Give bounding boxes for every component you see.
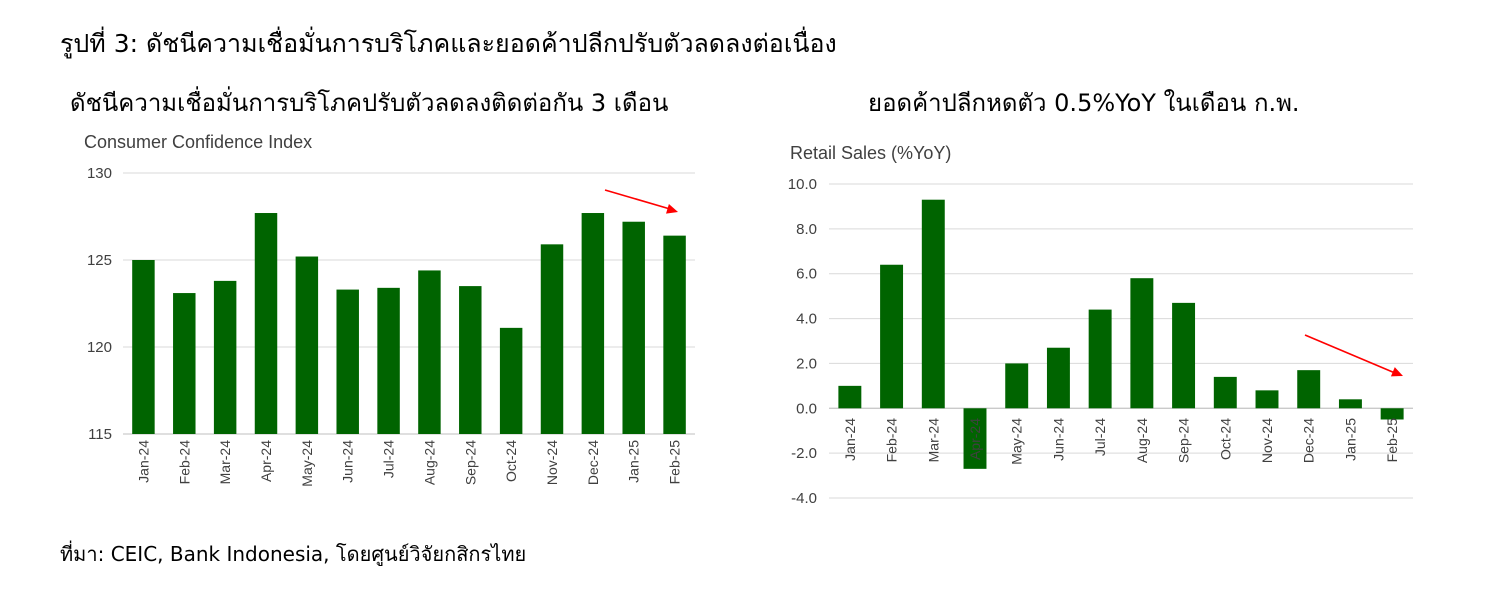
x-tick-label: Feb-25 xyxy=(667,440,683,485)
y-tick-label: 6.0 xyxy=(796,266,817,283)
y-tick-label: -2.0 xyxy=(791,445,817,462)
figure-title: รูปที่ 3: ดัชนีความเชื่อมั่นการบริโภคและ… xyxy=(60,29,837,58)
x-tick-label: Jan-24 xyxy=(135,440,151,483)
bar-may-24 xyxy=(1005,363,1029,409)
bar-feb-24 xyxy=(880,264,904,409)
bar-oct-24 xyxy=(499,327,523,434)
x-tick-label: Nov-24 xyxy=(1259,418,1275,463)
bar-jul-24 xyxy=(1088,309,1112,409)
chart1-title: Consumer Confidence Index xyxy=(84,132,312,152)
x-tick-label: Feb-24 xyxy=(176,440,192,485)
chart2-heading: ยอดค้าปลีกหดตัว 0.5%YoY ในเดือน ก.พ. xyxy=(868,89,1300,117)
bar-may-24 xyxy=(295,256,319,434)
x-tick-label: Sep-24 xyxy=(462,440,478,485)
trend-arrow-head xyxy=(666,204,678,214)
x-tick-label: Sep-24 xyxy=(1176,418,1192,463)
bar-sep-24 xyxy=(459,286,482,434)
x-tick-label: Feb-25 xyxy=(1384,418,1400,463)
bar-feb-25 xyxy=(663,235,686,434)
x-tick-label: May-24 xyxy=(299,440,315,487)
bar-jul-24 xyxy=(377,287,400,434)
x-tick-label: Apr-24 xyxy=(967,418,983,460)
source-note: ที่มา: CEIC, Bank Indonesia, โดยศูนย์วิจ… xyxy=(60,542,527,566)
bar-apr-24 xyxy=(963,408,987,469)
y-tick-label: 0.0 xyxy=(796,400,817,417)
bar-dec-24 xyxy=(581,213,605,434)
x-tick-label: Feb-24 xyxy=(884,418,900,463)
x-tick-label: Apr-24 xyxy=(258,440,274,482)
x-tick-label: Jun-24 xyxy=(1050,418,1066,461)
x-tick-label: Oct-24 xyxy=(1217,418,1233,460)
x-tick-label: Oct-24 xyxy=(503,440,519,482)
bar-jan-24 xyxy=(132,260,155,434)
y-tick-label: 2.0 xyxy=(796,355,817,372)
bar-apr-24 xyxy=(254,213,278,434)
x-tick-label: Jan-25 xyxy=(626,440,642,483)
x-tick-label: Jan-24 xyxy=(842,418,858,461)
y-tick-label: 10.0 xyxy=(788,176,817,193)
x-tick-label: Aug-24 xyxy=(421,440,437,485)
y-tick-label: 4.0 xyxy=(796,311,817,328)
trend-arrow-line xyxy=(1304,334,1396,374)
bar-sep-24 xyxy=(1172,302,1196,409)
x-tick-label: Mar-24 xyxy=(217,440,233,485)
bar-feb-24 xyxy=(173,293,196,434)
trend-arrow-line xyxy=(604,189,671,210)
bar-nov-24 xyxy=(1255,390,1279,409)
x-tick-label: Mar-24 xyxy=(925,418,941,463)
x-tick-label: Aug-24 xyxy=(1134,418,1150,463)
bar-mar-24 xyxy=(921,199,945,409)
chart2-title: Retail Sales (%YoY) xyxy=(790,143,951,163)
x-tick-label: Nov-24 xyxy=(544,440,560,485)
bar-aug-24 xyxy=(1130,278,1154,409)
bar-jan-25 xyxy=(622,221,645,434)
y-tick-label: 8.0 xyxy=(796,221,817,238)
x-tick-label: Dec-24 xyxy=(585,440,601,485)
y-tick-label: 120 xyxy=(87,339,112,356)
bar-dec-24 xyxy=(1297,370,1321,409)
x-tick-label: Jul-24 xyxy=(381,440,397,478)
chart1-heading: ดัชนีความเชื่อมั่นการบริโภคปรับตัวลดลงติ… xyxy=(70,89,669,117)
bar-jan-25 xyxy=(1338,399,1362,409)
x-tick-label: May-24 xyxy=(1009,418,1025,465)
bar-jun-24 xyxy=(336,289,359,434)
x-tick-label: Jun-24 xyxy=(340,440,356,483)
y-tick-label: 115 xyxy=(88,426,112,443)
y-tick-label: 130 xyxy=(87,165,112,182)
bar-aug-24 xyxy=(418,270,441,434)
bar-nov-24 xyxy=(540,244,564,434)
y-tick-label: -4.0 xyxy=(791,490,817,507)
y-tick-label: 125 xyxy=(87,252,112,269)
x-tick-label: Jan-25 xyxy=(1342,418,1358,461)
trend-arrow-head xyxy=(1390,367,1403,377)
bar-jan-24 xyxy=(838,385,862,409)
bar-jun-24 xyxy=(1046,347,1070,409)
bar-oct-24 xyxy=(1213,376,1237,409)
bar-feb-25 xyxy=(1380,408,1404,420)
x-tick-label: Jul-24 xyxy=(1092,418,1108,456)
x-tick-label: Dec-24 xyxy=(1301,418,1317,463)
bar-mar-24 xyxy=(213,280,237,434)
